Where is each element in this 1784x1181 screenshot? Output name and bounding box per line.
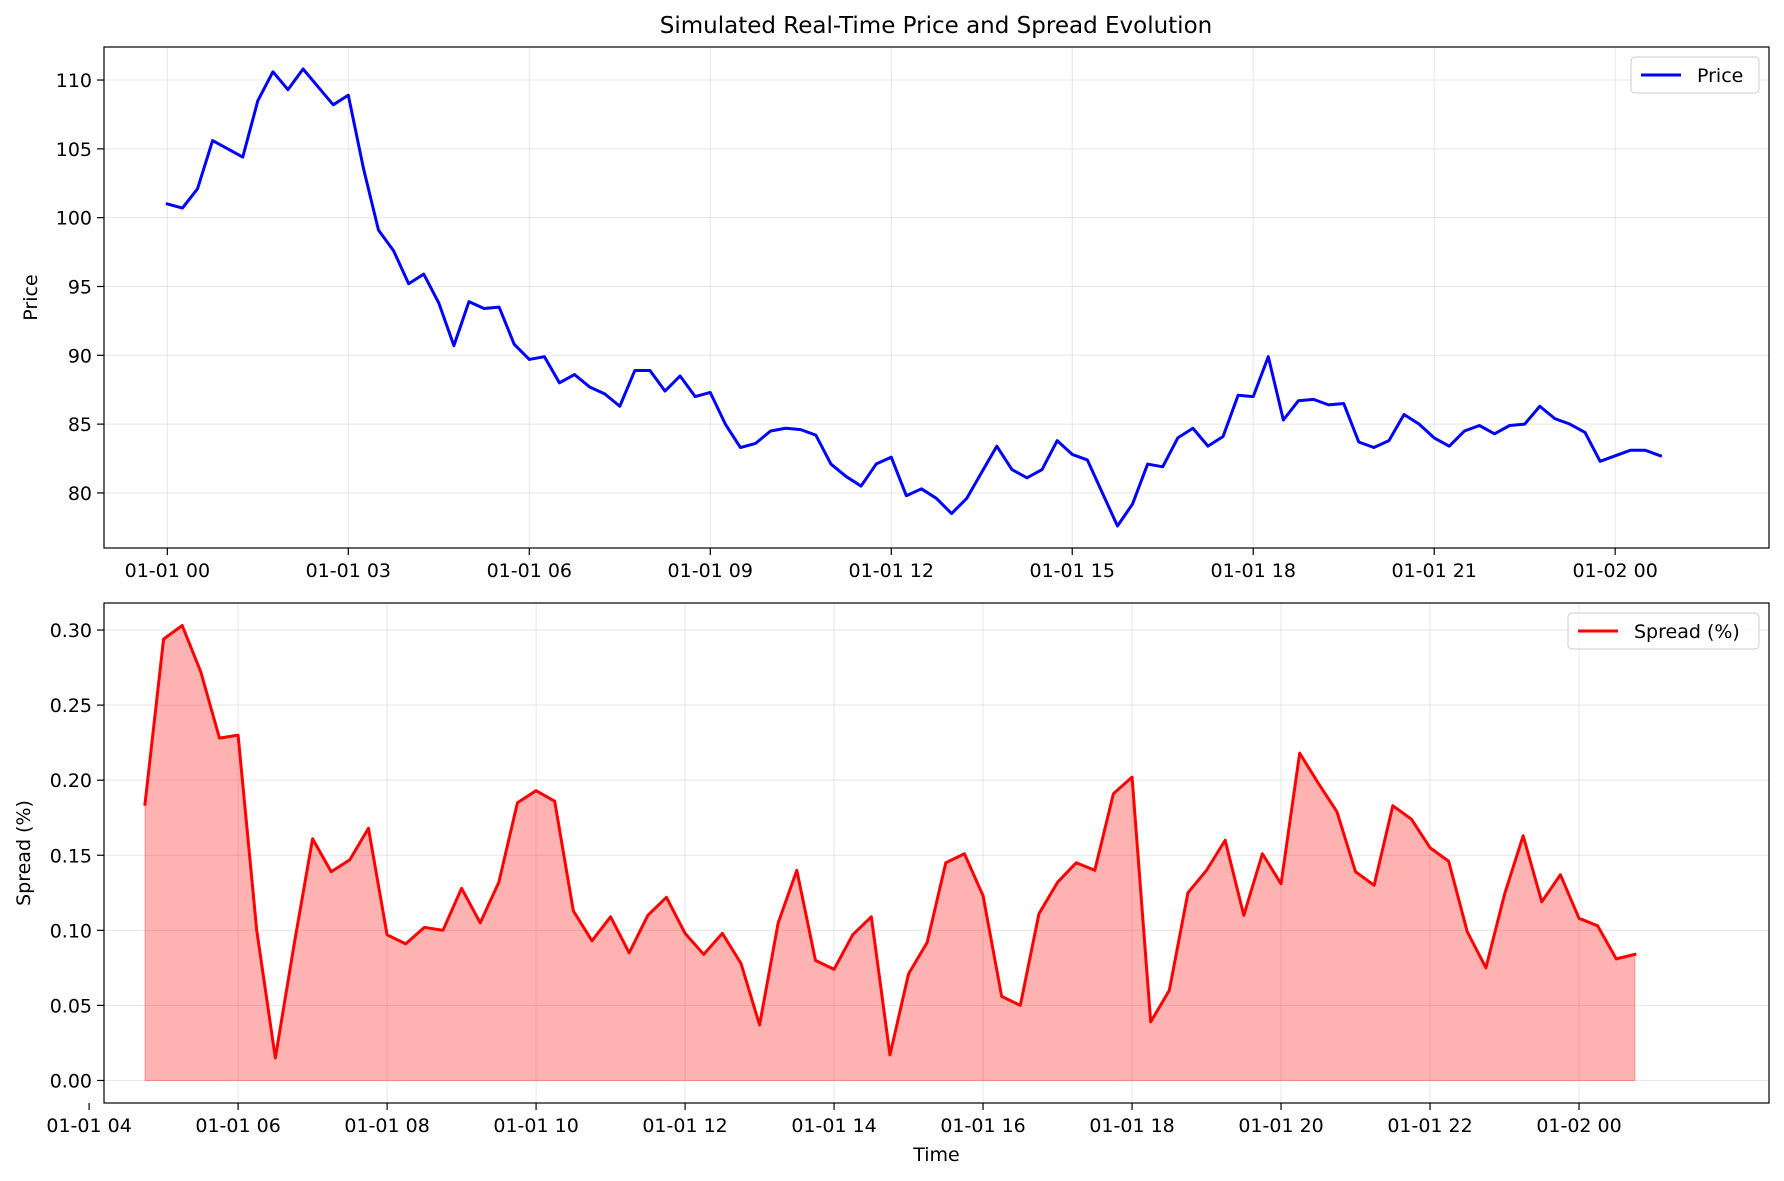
y-tick-label: 90 [68, 345, 92, 367]
series-line-spread [143, 624, 1637, 1060]
x-tick-label: 01-01 15 [1030, 560, 1115, 582]
x-tick-label: 01-01 06 [487, 560, 572, 582]
x-tick-label: 01-01 12 [642, 1115, 727, 1137]
x-tick-label: 01-02 00 [1572, 560, 1657, 582]
area-fill [144, 624, 1636, 1081]
plot-frame [103, 602, 1770, 1104]
y-tick-label: 0.20 [50, 770, 92, 792]
y-tick-label: 0.00 [50, 1070, 92, 1092]
x-tick-label: 01-01 08 [344, 1115, 429, 1137]
x-tick-label: 01-01 21 [1391, 560, 1476, 582]
legend: Price [1630, 56, 1760, 94]
y-tick-label: 0.10 [50, 920, 92, 942]
y-tick-label: 110 [56, 70, 92, 92]
y-tick-label: 0.25 [50, 695, 92, 717]
y-tick-label: 0.05 [50, 995, 92, 1017]
legend: Spread (%) [1567, 612, 1760, 650]
x-tick-label: 01-01 10 [493, 1115, 578, 1137]
spread-chart: 01-01 04 01-01 06 01-01 08 01-01 10 01-01 12… [13, 602, 1770, 1166]
x-tick-label: 01-01 18 [1089, 1115, 1174, 1137]
x-tick-label: 01-01 14 [791, 1115, 876, 1137]
x-tick-label: 01-01 06 [195, 1115, 280, 1137]
x-tick-label: 01-01 04 [46, 1115, 131, 1137]
y-tick-label: 0.15 [50, 845, 92, 867]
y-axis-label: Price [20, 274, 42, 320]
y-tick-label: 85 [68, 414, 92, 436]
figure-title: Simulated Real-Time Price and Spread Evo… [660, 13, 1212, 39]
plot-frame [103, 46, 1770, 549]
x-tick-label: 01-01 00 [125, 560, 210, 582]
x-tick-label: 01-01 12 [849, 560, 934, 582]
y-tick-label: 0.30 [50, 620, 92, 642]
x-axis-label: Time [912, 1144, 960, 1166]
legend-label: Spread (%) [1634, 621, 1740, 643]
y-tick-label: 80 [68, 483, 92, 505]
x-tick-label: 01-01 18 [1210, 560, 1295, 582]
x-tick-label: 01-01 16 [940, 1115, 1025, 1137]
y-tick-label: 105 [56, 139, 92, 161]
x-tick-label: 01-02 00 [1536, 1115, 1621, 1137]
y-axis-label: Spread (%) [13, 800, 35, 906]
legend-label: Price [1697, 65, 1743, 87]
price-chart: 01-01 00 01-01 03 01-01 06 01-01 09 01-01 12… [20, 46, 1770, 582]
x-tick-label: 01-01 22 [1387, 1115, 1472, 1137]
legend-frame [1567, 612, 1760, 650]
y-tick-label: 100 [56, 208, 92, 230]
x-tick-label: 01-01 03 [306, 560, 391, 582]
series-line-price [165, 67, 1663, 528]
x-tick-label: 01-01 20 [1238, 1115, 1323, 1137]
y-tick-label: 95 [68, 276, 92, 298]
x-tick-label: 01-01 09 [668, 560, 753, 582]
legend-frame [1630, 56, 1760, 94]
